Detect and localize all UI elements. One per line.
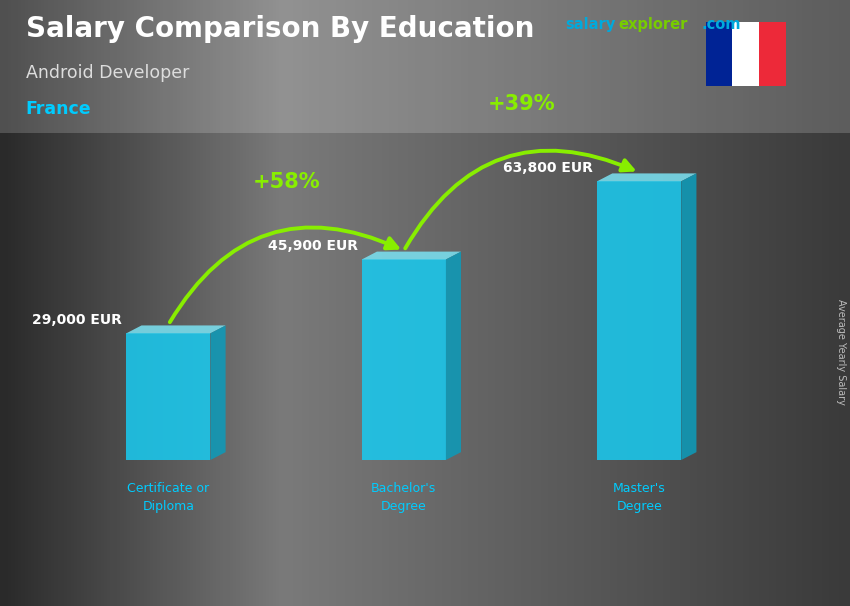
Polygon shape [211,325,225,460]
Text: explorer: explorer [619,17,688,32]
Text: 63,800 EUR: 63,800 EUR [503,161,593,175]
Text: .com: .com [701,17,740,32]
Polygon shape [127,325,225,333]
Text: France: France [26,100,91,118]
Text: +39%: +39% [488,94,555,114]
Text: 45,900 EUR: 45,900 EUR [268,239,358,253]
Text: Master's
Degree: Master's Degree [613,482,666,513]
Polygon shape [362,251,461,259]
Text: Bachelor's
Degree: Bachelor's Degree [371,482,436,513]
Polygon shape [598,181,682,460]
Text: salary: salary [565,17,615,32]
Bar [759,22,786,86]
Bar [733,22,759,86]
Text: Android Developer: Android Developer [26,64,189,82]
Text: Certificate or
Diploma: Certificate or Diploma [128,482,209,513]
Polygon shape [127,333,211,460]
Text: Average Yearly Salary: Average Yearly Salary [836,299,846,404]
Text: +58%: +58% [252,172,320,192]
Bar [706,22,733,86]
Text: 29,000 EUR: 29,000 EUR [32,313,122,327]
Polygon shape [446,251,461,460]
Polygon shape [598,173,696,181]
Polygon shape [362,259,446,460]
Text: Salary Comparison By Education: Salary Comparison By Education [26,15,534,43]
Polygon shape [682,173,696,460]
